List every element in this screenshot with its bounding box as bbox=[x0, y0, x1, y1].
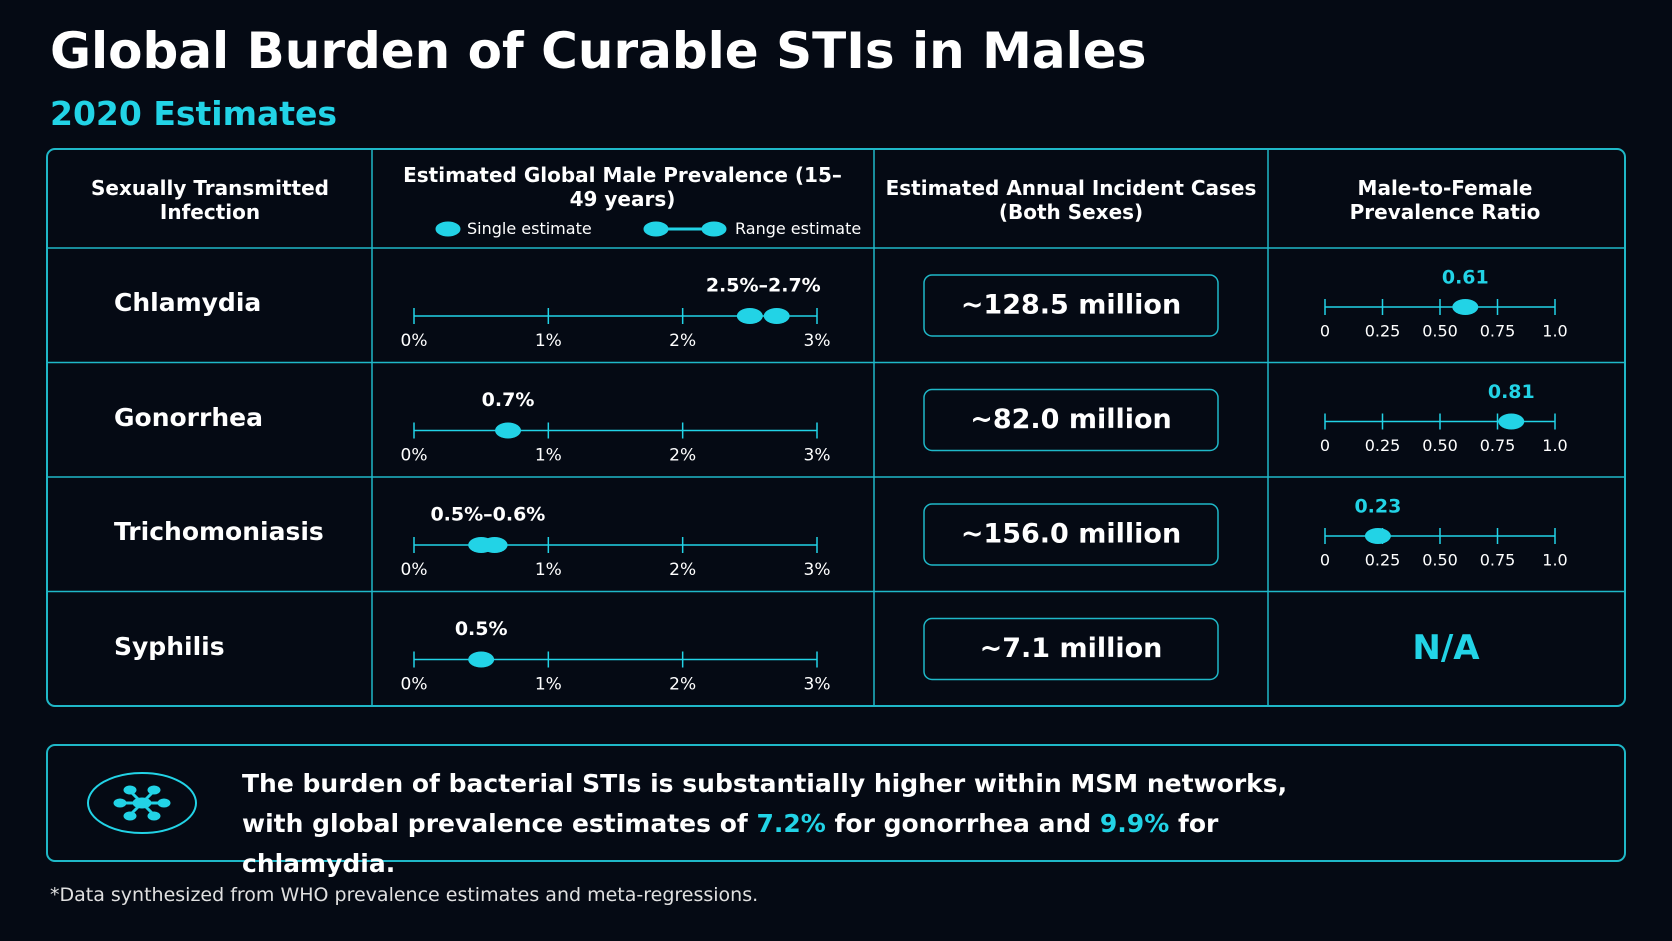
tick-label: 0% bbox=[401, 446, 428, 466]
tick-label: 2% bbox=[669, 675, 696, 695]
infection-name: Gonorrhea bbox=[114, 402, 263, 432]
tick-label: 1.0 bbox=[1542, 436, 1567, 455]
column-header: Sexually Transmitted Infection bbox=[91, 176, 329, 224]
callout-text: The burden of bacterial STIs is substant… bbox=[242, 764, 1332, 884]
tick-label: 0% bbox=[401, 560, 428, 580]
ratio-marker bbox=[1498, 413, 1525, 430]
legend-icons bbox=[435, 221, 727, 237]
prevalence-label: 0.7% bbox=[482, 389, 535, 411]
ratio-marker bbox=[1452, 299, 1479, 315]
prevalence-marker bbox=[736, 308, 763, 324]
cases-box bbox=[923, 617, 1219, 681]
subtitle: 2020 Estimates bbox=[50, 94, 338, 133]
tick-label: 2% bbox=[669, 560, 696, 580]
infection-name: Syphilis bbox=[114, 631, 225, 661]
tick-label: 0.75 bbox=[1480, 551, 1516, 570]
cases-value: ~7.1 million bbox=[980, 633, 1163, 664]
title: Global Burden of Curable STIs in Males bbox=[50, 22, 1147, 80]
highlight: 7.2% bbox=[756, 809, 826, 838]
table-frame bbox=[46, 148, 1626, 707]
ratio-label: N/A bbox=[1412, 628, 1480, 668]
tick-label: 0% bbox=[401, 675, 428, 695]
tick-label: 1.0 bbox=[1542, 551, 1567, 570]
ratio-label: 0.81 bbox=[1488, 381, 1535, 403]
tick-label: 3% bbox=[804, 560, 831, 580]
ratio-label: 0.23 bbox=[1354, 496, 1401, 518]
footnote: *Data synthesized from WHO prevalence es… bbox=[50, 884, 759, 906]
tick-label: 0% bbox=[401, 331, 428, 351]
tick-label: 3% bbox=[804, 331, 831, 351]
ratio-marker bbox=[1364, 528, 1391, 544]
cases-value: ~82.0 million bbox=[970, 404, 1172, 435]
cases-box bbox=[923, 503, 1219, 566]
tick-label: 0.50 bbox=[1422, 436, 1458, 455]
network-icon bbox=[87, 772, 197, 834]
tick-label: 0.50 bbox=[1422, 322, 1458, 341]
tick-label: 0 bbox=[1320, 436, 1330, 455]
prevalence-label: 0.5%–0.6% bbox=[430, 504, 545, 526]
callout-part: for gonorrhea and bbox=[825, 809, 1100, 838]
tick-label: 0 bbox=[1320, 322, 1330, 341]
tick-label: 1% bbox=[535, 675, 562, 695]
highlight: 9.9% bbox=[1099, 809, 1170, 838]
tick-label: 1% bbox=[535, 446, 562, 466]
column-header: Estimated Annual Incident Cases (Both Se… bbox=[885, 176, 1257, 224]
cases-value: ~128.5 million bbox=[961, 290, 1181, 321]
tick-label: 0.75 bbox=[1480, 322, 1516, 341]
prevalence-marker bbox=[495, 422, 522, 439]
tick-label: 3% bbox=[804, 446, 831, 466]
callout-part: The burden of bacterial STIs is substant… bbox=[242, 769, 1288, 838]
tick-label: 1% bbox=[535, 560, 562, 580]
column-header: Estimated Global Male Prevalence (15–49 … bbox=[403, 163, 842, 211]
prevalence-label: 0.5% bbox=[455, 618, 508, 640]
infection-name: Chlamydia bbox=[114, 288, 262, 317]
tick-label: 0.25 bbox=[1365, 322, 1401, 341]
tick-label: 0 bbox=[1320, 551, 1330, 570]
tick-label: 0.25 bbox=[1365, 436, 1401, 455]
tick-label: 1.0 bbox=[1542, 322, 1567, 341]
tick-label: 0.50 bbox=[1422, 551, 1458, 570]
infection-name: Trichomoniasis bbox=[114, 517, 324, 546]
legend-label: Range estimate bbox=[735, 219, 862, 238]
prevalence-marker bbox=[468, 651, 495, 668]
tick-label: 3% bbox=[804, 675, 831, 695]
cases-box bbox=[923, 388, 1219, 452]
cases-value: ~156.0 million bbox=[961, 519, 1181, 550]
column-header: Male-to-Female Prevalence Ratio bbox=[1349, 176, 1541, 224]
callout-frame bbox=[46, 744, 1626, 862]
tick-label: 2% bbox=[669, 446, 696, 466]
tick-label: 2% bbox=[669, 331, 696, 351]
tick-label: 0.25 bbox=[1365, 551, 1401, 570]
prevalence-marker bbox=[481, 537, 508, 553]
prevalence-marker bbox=[763, 308, 790, 324]
legend-label: Single estimate bbox=[467, 219, 592, 238]
cases-box bbox=[923, 274, 1219, 337]
prevalence-label: 2.5%–2.7% bbox=[706, 275, 821, 297]
callout-part: for chlamydia. bbox=[242, 809, 1219, 878]
tick-label: 0.75 bbox=[1480, 436, 1516, 455]
tick-label: 1% bbox=[535, 331, 562, 351]
ratio-label: 0.61 bbox=[1442, 267, 1489, 289]
